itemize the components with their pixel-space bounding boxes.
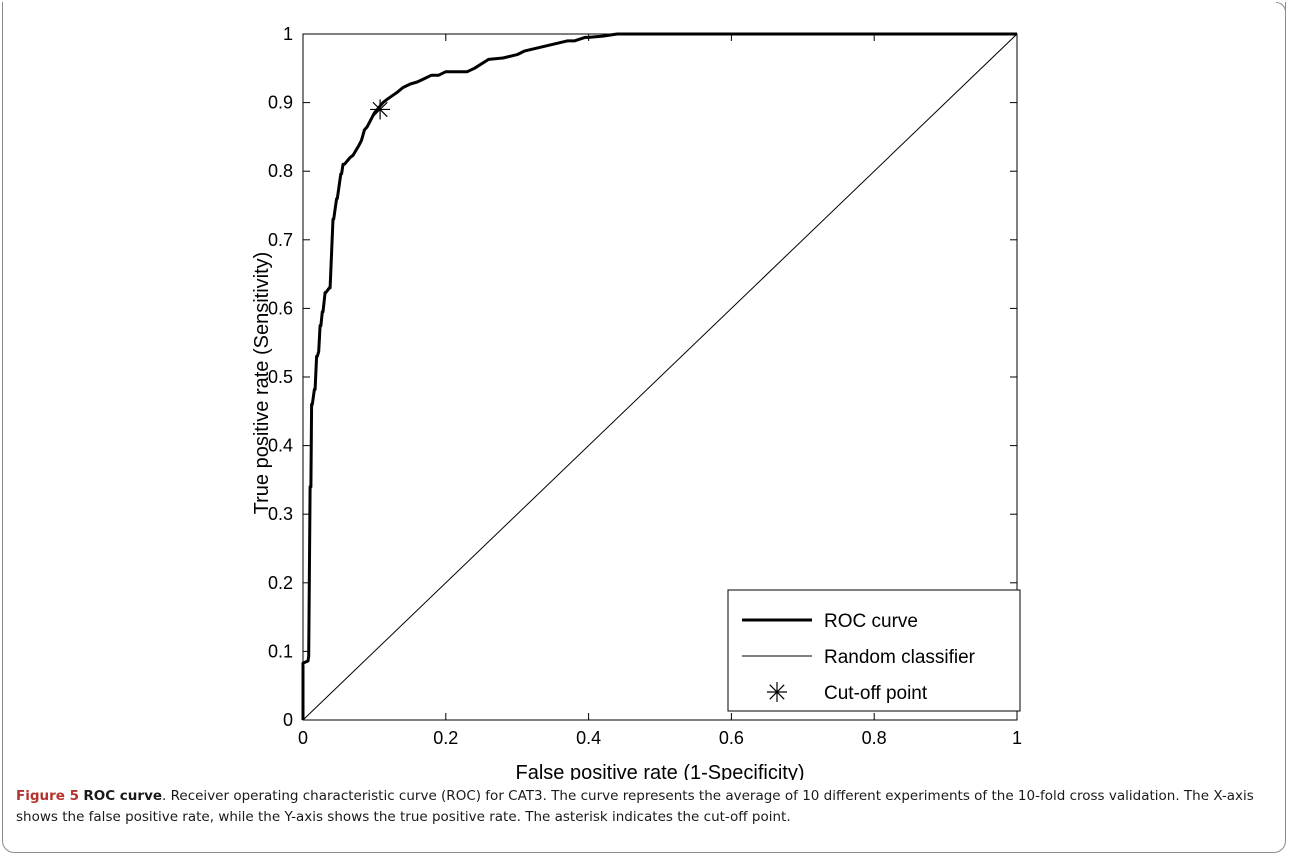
y-axis-label: True positive rate (Sensitivity) <box>251 252 273 515</box>
legend-entry-label: ROC curve <box>824 611 918 632</box>
figure-caption: Figure 5 ROC curve. Receiver operating c… <box>16 786 1276 828</box>
legend-cutoff-marker <box>767 682 787 702</box>
y-tick-label: 0.8 <box>268 161 293 181</box>
y-tick-label: 0.2 <box>268 573 293 593</box>
y-tick-label: 0.6 <box>268 298 293 318</box>
y-tick-label: 0.4 <box>268 436 293 456</box>
random-classifier-line <box>302 33 1018 721</box>
x-tick-label: 0.4 <box>576 728 601 748</box>
caption-label: Figure 5 <box>16 788 80 804</box>
y-tick-label: 0.5 <box>268 367 293 387</box>
caption-title: ROC curve <box>83 788 163 804</box>
x-tick-label: 0 <box>298 728 308 748</box>
roc-chart: 0 0.2 0.4 0.6 0.8 1 0 0.1 0.2 0.3 0.4 0.5 0.6 0.7 0.8 0… <box>251 24 1022 780</box>
x-tick-label: 1 <box>1012 728 1022 748</box>
y-tick-label: 1 <box>283 24 293 44</box>
legend-entry-label: Random classifier <box>824 647 976 668</box>
y-tick-label: 0.7 <box>268 230 293 250</box>
x-axis-label: False positive rate (1-Specificity) <box>516 762 805 780</box>
x-tick-label: 0.6 <box>719 728 744 748</box>
y-tick-label: 0.1 <box>268 641 293 661</box>
roc-curve-line <box>301 32 1017 720</box>
y-tick-label: 0.9 <box>268 93 293 113</box>
plot-area: 0 0.2 0.4 0.6 0.8 1 0 0.1 0.2 0.3 0.4 0.5 0.6 0.7 0.8 0… <box>268 24 1022 748</box>
caption-text: . Receiver operating characteristic curv… <box>16 788 1254 825</box>
x-tick-label: 0.8 <box>862 728 887 748</box>
y-tick-label: 0 <box>283 710 293 730</box>
cutoff-point-marker <box>370 99 391 120</box>
y-tick-label: 0.3 <box>268 504 293 524</box>
x-tick-label: 0.2 <box>433 728 458 748</box>
legend-entry-label: Cut-off point <box>824 683 928 704</box>
